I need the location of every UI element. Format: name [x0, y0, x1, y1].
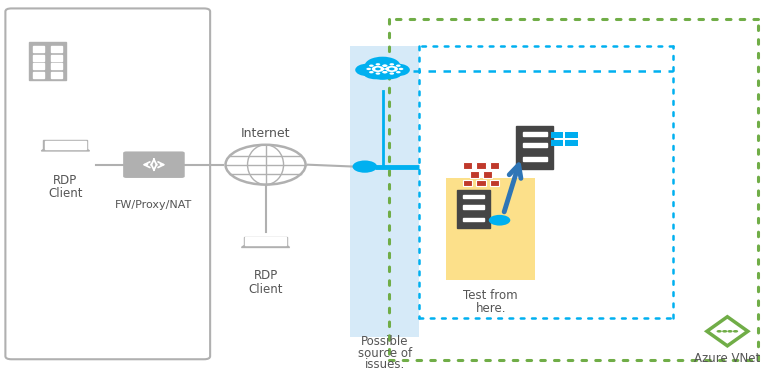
FancyBboxPatch shape	[551, 140, 563, 146]
Polygon shape	[52, 63, 62, 69]
Circle shape	[380, 68, 385, 70]
Polygon shape	[52, 46, 62, 52]
Polygon shape	[242, 246, 290, 247]
Text: Client: Client	[248, 283, 283, 296]
Polygon shape	[523, 157, 547, 161]
Circle shape	[375, 67, 380, 70]
Polygon shape	[517, 126, 554, 169]
Polygon shape	[33, 63, 44, 69]
Circle shape	[382, 64, 387, 67]
FancyBboxPatch shape	[477, 180, 486, 187]
FancyBboxPatch shape	[477, 162, 486, 169]
Text: here.: here.	[475, 302, 506, 315]
Text: Internet: Internet	[241, 127, 290, 140]
FancyBboxPatch shape	[350, 46, 420, 337]
Text: RDP: RDP	[53, 173, 78, 187]
Circle shape	[372, 66, 384, 72]
Polygon shape	[33, 46, 44, 52]
FancyBboxPatch shape	[565, 133, 578, 138]
Text: RDP: RDP	[253, 269, 278, 282]
Circle shape	[386, 66, 398, 72]
Polygon shape	[29, 42, 66, 80]
Text: Azure VNet: Azure VNet	[695, 352, 761, 365]
Polygon shape	[243, 237, 287, 246]
Circle shape	[733, 330, 738, 332]
Polygon shape	[523, 132, 547, 136]
Circle shape	[355, 64, 380, 76]
Circle shape	[376, 63, 380, 65]
Circle shape	[384, 64, 410, 76]
Circle shape	[717, 330, 721, 332]
FancyBboxPatch shape	[463, 162, 473, 169]
Polygon shape	[523, 144, 547, 147]
Circle shape	[396, 64, 400, 67]
FancyBboxPatch shape	[447, 178, 535, 280]
Text: Test from: Test from	[464, 289, 518, 302]
FancyBboxPatch shape	[470, 171, 479, 178]
Polygon shape	[463, 218, 484, 221]
FancyBboxPatch shape	[490, 162, 499, 169]
Circle shape	[370, 68, 395, 80]
Circle shape	[363, 67, 388, 79]
Circle shape	[365, 57, 400, 74]
Circle shape	[390, 63, 394, 65]
Circle shape	[377, 67, 402, 79]
Circle shape	[722, 330, 728, 332]
FancyBboxPatch shape	[490, 180, 499, 187]
Polygon shape	[52, 55, 62, 61]
Polygon shape	[45, 141, 86, 149]
Text: issues.: issues.	[365, 358, 405, 371]
FancyBboxPatch shape	[551, 133, 563, 138]
FancyBboxPatch shape	[483, 171, 493, 178]
Circle shape	[382, 71, 387, 74]
Circle shape	[383, 71, 387, 74]
Polygon shape	[33, 72, 44, 78]
FancyBboxPatch shape	[565, 140, 578, 146]
Circle shape	[376, 72, 380, 75]
Circle shape	[369, 71, 373, 74]
Circle shape	[389, 67, 394, 70]
Circle shape	[728, 330, 732, 332]
Circle shape	[489, 215, 511, 226]
Polygon shape	[457, 190, 490, 228]
Circle shape	[367, 68, 371, 70]
Circle shape	[383, 64, 387, 67]
Circle shape	[396, 71, 400, 74]
Circle shape	[385, 68, 390, 70]
Circle shape	[353, 160, 377, 173]
Circle shape	[369, 64, 373, 67]
Polygon shape	[463, 205, 484, 209]
Text: FW/Proxy/NAT: FW/Proxy/NAT	[116, 200, 192, 210]
Text: source of: source of	[358, 347, 412, 360]
Text: Possible: Possible	[361, 335, 409, 348]
Polygon shape	[463, 195, 484, 198]
Circle shape	[399, 68, 403, 70]
Polygon shape	[245, 237, 286, 245]
Polygon shape	[33, 55, 44, 61]
FancyBboxPatch shape	[463, 180, 473, 187]
Polygon shape	[52, 72, 62, 78]
Text: Client: Client	[49, 187, 82, 200]
Circle shape	[390, 72, 394, 75]
Polygon shape	[43, 140, 87, 149]
FancyBboxPatch shape	[123, 151, 185, 178]
Polygon shape	[42, 149, 89, 151]
